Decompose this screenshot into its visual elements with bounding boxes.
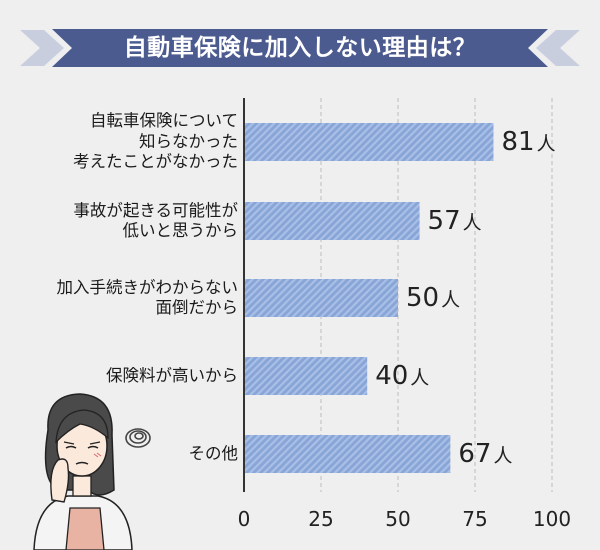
data-label-unit: 人 (410, 367, 430, 389)
category-label-line: 保険料が高いから (106, 365, 238, 385)
banner-right-chevron-icon (536, 30, 580, 66)
data-label-value: 40 (375, 361, 409, 391)
data-label: 67 人 (458, 439, 512, 469)
dizzy-swirl-icon (125, 428, 151, 448)
data-label-unit: 人 (441, 289, 461, 311)
category-label-line: 自転車保険について (89, 111, 238, 131)
category-label-line: 加入手続きがわからない (56, 277, 239, 297)
data-label-value: 50 (406, 283, 440, 313)
x-tick-label: 50 (385, 507, 411, 531)
data-label-unit: 人 (493, 445, 513, 467)
x-tick-label: 100 (532, 507, 572, 531)
category-label: 自転車保険について 知らなかった 考えたことがなかった (73, 111, 238, 173)
category-label-line: 面倒だから (155, 298, 239, 317)
title-banner: 自動車保険に加入しない理由は？ (0, 0, 600, 100)
banner-ribbon (52, 29, 548, 67)
category-label: 保険料が高いから (106, 366, 238, 387)
data-label: 50 人 (406, 283, 460, 313)
category-label-line: 事故が起きる可能性が (73, 200, 238, 220)
bar (245, 202, 420, 240)
category-label: 加入手続きがわからない 面倒だから (57, 278, 239, 319)
bar (245, 279, 398, 317)
banner-left-chevron-icon (20, 30, 64, 66)
category-label: その他 (189, 444, 239, 465)
data-label-unit: 人 (536, 133, 556, 155)
x-tick-label: 75 (462, 507, 488, 531)
data-label: 57 人 (428, 206, 482, 236)
category-label-line: 低いと思うから (122, 221, 239, 240)
data-label: 40 人 (375, 361, 429, 391)
bar (245, 357, 368, 395)
category-label-line: 知らなかった (139, 131, 238, 151)
category-label-line: その他 (188, 443, 239, 463)
data-label-value: 81 (501, 127, 535, 157)
data-label-unit: 人 (462, 212, 482, 234)
bar (245, 435, 451, 473)
data-label-value: 67 (458, 439, 492, 469)
data-label: 81 人 (501, 127, 555, 157)
banner-shape (20, 29, 580, 67)
category-label: 事故が起きる可能性が 低いと思うから (73, 201, 238, 242)
x-tick-label: 25 (308, 507, 334, 531)
category-label-line: 考えたことがなかった (73, 152, 238, 172)
page-title: 自動車保険に加入しない理由は？ (123, 35, 477, 61)
bar (245, 123, 494, 161)
bars (245, 123, 494, 473)
data-label-value: 57 (427, 206, 461, 236)
worried-woman-illustration (33, 393, 151, 550)
x-tick-label: 0 (237, 507, 251, 531)
